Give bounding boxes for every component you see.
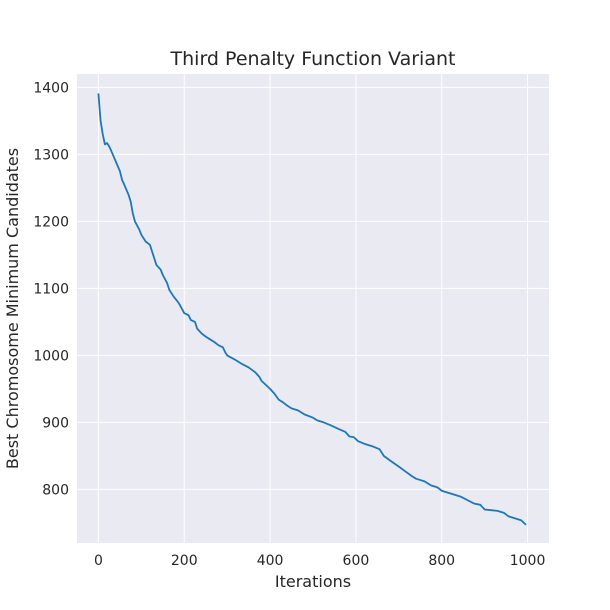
x-tick-label: 400 <box>257 553 284 569</box>
x-tick-label: 800 <box>428 553 455 569</box>
x-axis: 0 200 400 600 800 1000 <box>94 553 545 569</box>
y-tick-label: 1000 <box>33 348 69 364</box>
y-tick-label: 1300 <box>33 147 69 163</box>
y-axis: 800 900 1000 1100 1200 1300 1400 <box>33 80 69 498</box>
x-tick-label: 0 <box>94 553 103 569</box>
series-line <box>97 93 527 526</box>
y-tick-label: 1400 <box>33 80 69 96</box>
y-tick-label: 1100 <box>33 281 69 297</box>
plot-area <box>77 74 549 543</box>
chart-title: Third Penalty Function Variant <box>170 48 456 70</box>
grid <box>77 74 549 543</box>
y-tick-label: 800 <box>42 482 69 498</box>
x-axis-label: Iterations <box>275 572 351 591</box>
y-tick-label: 900 <box>42 415 69 431</box>
series-layer <box>97 93 527 526</box>
x-tick-label: 200 <box>171 553 198 569</box>
y-axis-label: Best Chromosome Minimum Candidates <box>3 148 22 469</box>
y-tick-label: 1200 <box>33 214 69 230</box>
x-tick-label: 600 <box>343 553 370 569</box>
x-tick-label: 1000 <box>510 553 546 569</box>
